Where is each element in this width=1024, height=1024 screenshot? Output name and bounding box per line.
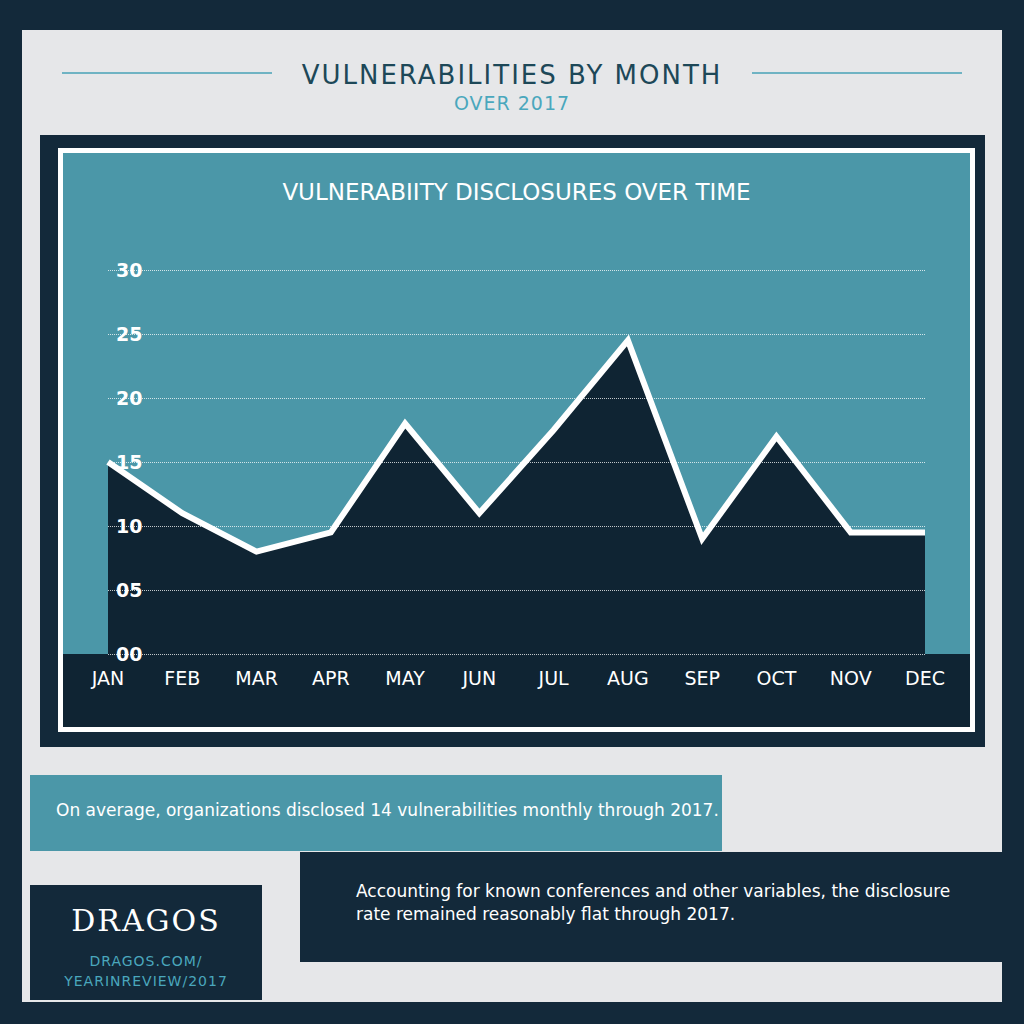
html-text:DRAGOS: DRAGOS [71,903,221,938]
svg-text:JUN: JUN [461,667,496,689]
svg-text:OCT: OCT [757,667,797,689]
svg-text:JAN: JAN [91,667,124,689]
svg-text:00: 00 [116,643,142,665]
svg-text:05: 05 [116,579,142,601]
svg-text:NOV: NOV [830,667,872,689]
svg-text:DEC: DEC [905,667,945,689]
html-text:DRAGOS.COM/: DRAGOS.COM/ [89,953,203,969]
svg-text:AUG: AUG [607,667,649,689]
svg-text:JUL: JUL [538,667,570,689]
svg-text:30: 30 [116,259,142,281]
svg-text:10: 10 [116,515,142,537]
svg-text:MAR: MAR [235,667,278,689]
svg-text:FEB: FEB [164,667,200,689]
html-text:VULNERABILITIES BY MONTH: VULNERABILITIES BY MONTH [301,60,723,90]
svg-text:VULNERABIITY DISCLOSURES OVER: VULNERABIITY DISCLOSURES OVER TIME [282,179,750,205]
svg-text:20: 20 [116,387,142,409]
svg-text:MAY: MAY [385,667,425,689]
svg-text:15: 15 [116,451,142,473]
html-text:On average, organizations disc: On average, organizations disclosed 14 v… [56,800,719,820]
svg-text:SEP: SEP [684,667,720,689]
html-text:OVER 2017: OVER 2017 [453,92,571,114]
html-text:Accounting for known conferenc: Accounting for known conferences and oth… [356,881,951,924]
svg-text:APR: APR [312,667,350,689]
html-text:YEARINREVIEW/2017: YEARINREVIEW/2017 [64,973,228,989]
svg-text:25: 25 [116,323,142,345]
